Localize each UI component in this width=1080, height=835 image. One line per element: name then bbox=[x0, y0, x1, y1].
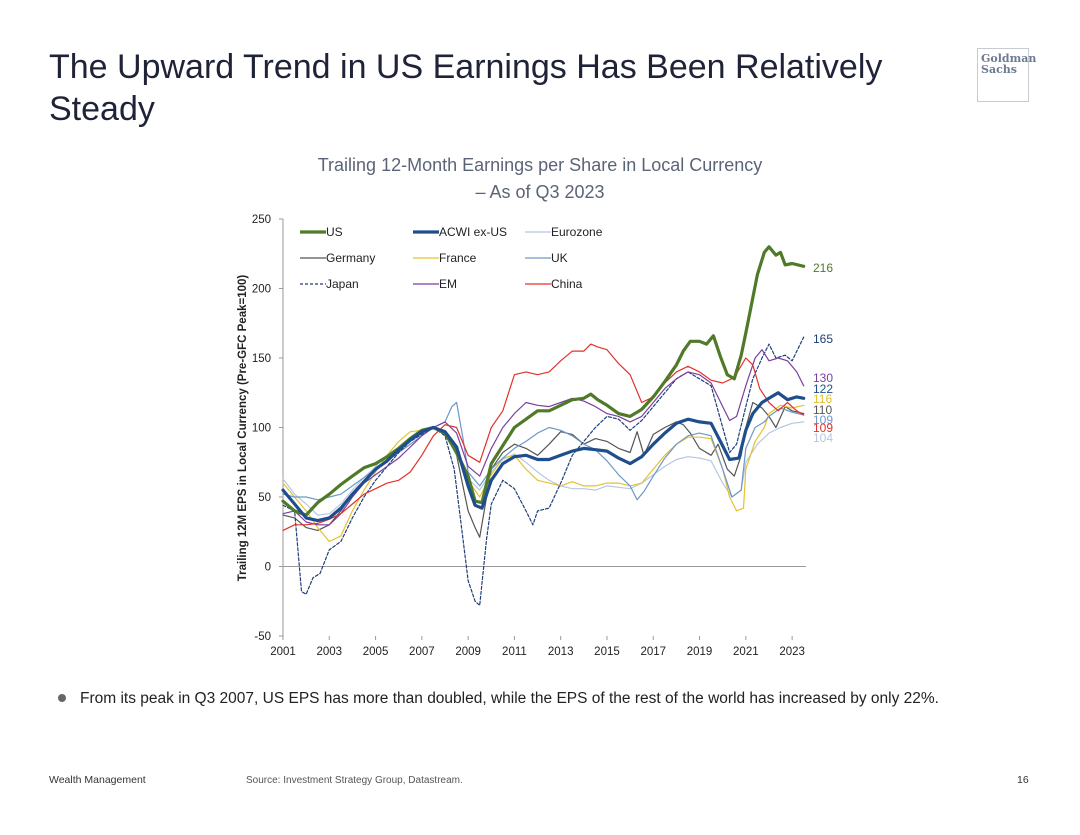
series-line-us bbox=[281, 245, 806, 517]
series-line-france bbox=[282, 404, 805, 543]
legend-label-em: EM bbox=[439, 277, 457, 291]
goldman-sachs-logo: Goldman Sachs bbox=[977, 48, 1037, 102]
legend-label-japan: Japan bbox=[326, 277, 359, 291]
y-tick-label: 250 bbox=[252, 214, 271, 226]
bullet-point: From its peak in Q3 2007, US EPS has mor… bbox=[58, 690, 939, 708]
y-tick-label: 100 bbox=[252, 423, 271, 435]
page-title: The Upward Trend in US Earnings Has Been… bbox=[49, 48, 883, 128]
legend-label-china: China bbox=[551, 277, 583, 291]
end-label-eurozone: 104 bbox=[813, 431, 833, 445]
chart-title-line-1: Trailing 12-Month Earnings per Share in … bbox=[317, 155, 763, 175]
y-tick-label: 150 bbox=[252, 353, 271, 365]
legend-label-us: US bbox=[326, 225, 343, 239]
legend-label-uk: UK bbox=[551, 251, 568, 265]
x-tick-label: 2021 bbox=[733, 646, 759, 658]
end-label-us: 216 bbox=[813, 261, 833, 275]
x-tick-label: 2009 bbox=[455, 646, 481, 658]
end-label-france: 116 bbox=[813, 392, 832, 406]
x-tick-label: 2003 bbox=[316, 646, 342, 658]
legend-label-eurozone: Eurozone bbox=[551, 225, 603, 239]
end-label-china: 109 bbox=[813, 421, 833, 435]
x-tick-label: 2015 bbox=[594, 646, 620, 658]
series-line-acwi-ex-us bbox=[281, 391, 806, 523]
y-tick-label: 0 bbox=[265, 562, 271, 574]
x-tick-label: 2017 bbox=[640, 646, 666, 658]
chart-title-line-2: – As of Q3 2023 bbox=[475, 182, 605, 202]
logo-line-1: Goldman bbox=[981, 52, 1037, 65]
y-tick-label: -50 bbox=[254, 631, 271, 643]
series-line-em bbox=[282, 349, 805, 526]
y-tick-label: 200 bbox=[252, 284, 271, 296]
footer-source: Source: Investment Strategy Group, Datas… bbox=[246, 775, 463, 786]
y-tick-label: 50 bbox=[258, 492, 271, 504]
end-label-uk: 109 bbox=[813, 413, 833, 427]
x-tick-label: 2023 bbox=[779, 646, 805, 658]
bullet-text: From its peak in Q3 2007, US EPS has mor… bbox=[80, 690, 939, 707]
legend-label-germany: Germany bbox=[326, 251, 375, 265]
logo-line-2: Sachs bbox=[981, 63, 1017, 76]
legend-label-acwi-ex-us: ACWI ex-US bbox=[439, 225, 507, 239]
page-number: 16 bbox=[1017, 774, 1029, 786]
x-tick-label: 2013 bbox=[548, 646, 574, 658]
bullet-dot-icon bbox=[58, 693, 66, 702]
footer-wealth-management: Wealth Management bbox=[49, 774, 146, 786]
x-tick-label: 2007 bbox=[409, 646, 435, 658]
chart-title: Trailing 12-Month Earnings per Share in … bbox=[280, 152, 800, 206]
end-label-germany: 110 bbox=[813, 403, 832, 417]
x-tick-label: 2019 bbox=[687, 646, 713, 658]
x-tick-label: 2001 bbox=[270, 646, 296, 658]
x-tick-label: 2011 bbox=[502, 646, 527, 658]
end-label-japan: 165 bbox=[813, 332, 833, 346]
legend-label-france: France bbox=[439, 251, 477, 265]
y-axis-label: Trailing 12M EPS in Local Currency (Pre-… bbox=[237, 275, 249, 582]
x-tick-label: 2005 bbox=[363, 646, 389, 658]
series-line-eurozone bbox=[282, 421, 805, 516]
series-line-japan bbox=[282, 336, 805, 606]
end-label-em: 130 bbox=[813, 371, 833, 385]
end-label-acwi-ex-us: 122 bbox=[813, 382, 833, 396]
